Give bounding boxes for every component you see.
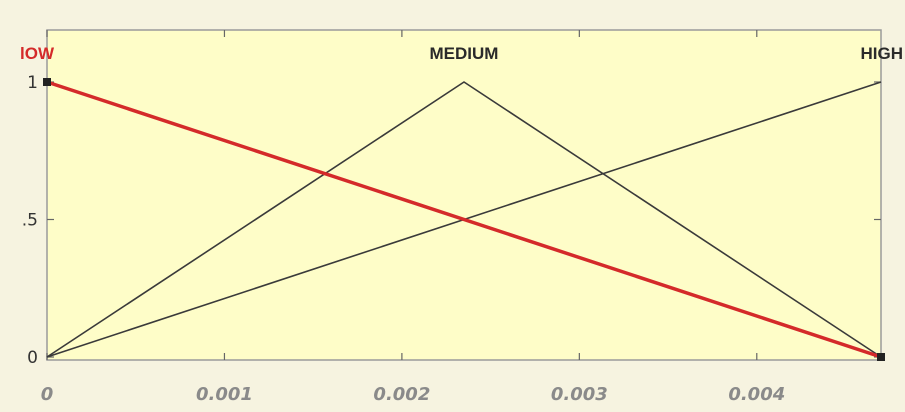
mf-label-high: HIGH: [861, 44, 904, 63]
x-tick-label: 0: [41, 384, 54, 405]
mf-line-low[interactable]: [46, 80, 882, 359]
y-tick-label: 1: [27, 73, 38, 93]
plot-area: [46, 29, 882, 361]
x-tick-label: 0.001: [196, 384, 253, 405]
y-tick-label: .5: [22, 211, 38, 231]
mf-vertex-handle[interactable]: [43, 78, 51, 86]
mf-label-low: lOW: [20, 44, 55, 63]
x-tick-label: 0.004: [728, 384, 785, 405]
mf-line-medium[interactable]: [46, 81, 882, 358]
mf-label-medium: MEDIUM: [430, 44, 499, 63]
mf-vertex-handle[interactable]: [877, 353, 885, 361]
y-tick-label: 0: [27, 348, 38, 368]
x-tick-label: 0.002: [373, 384, 430, 405]
x-tick-label: 0.003: [551, 384, 608, 405]
